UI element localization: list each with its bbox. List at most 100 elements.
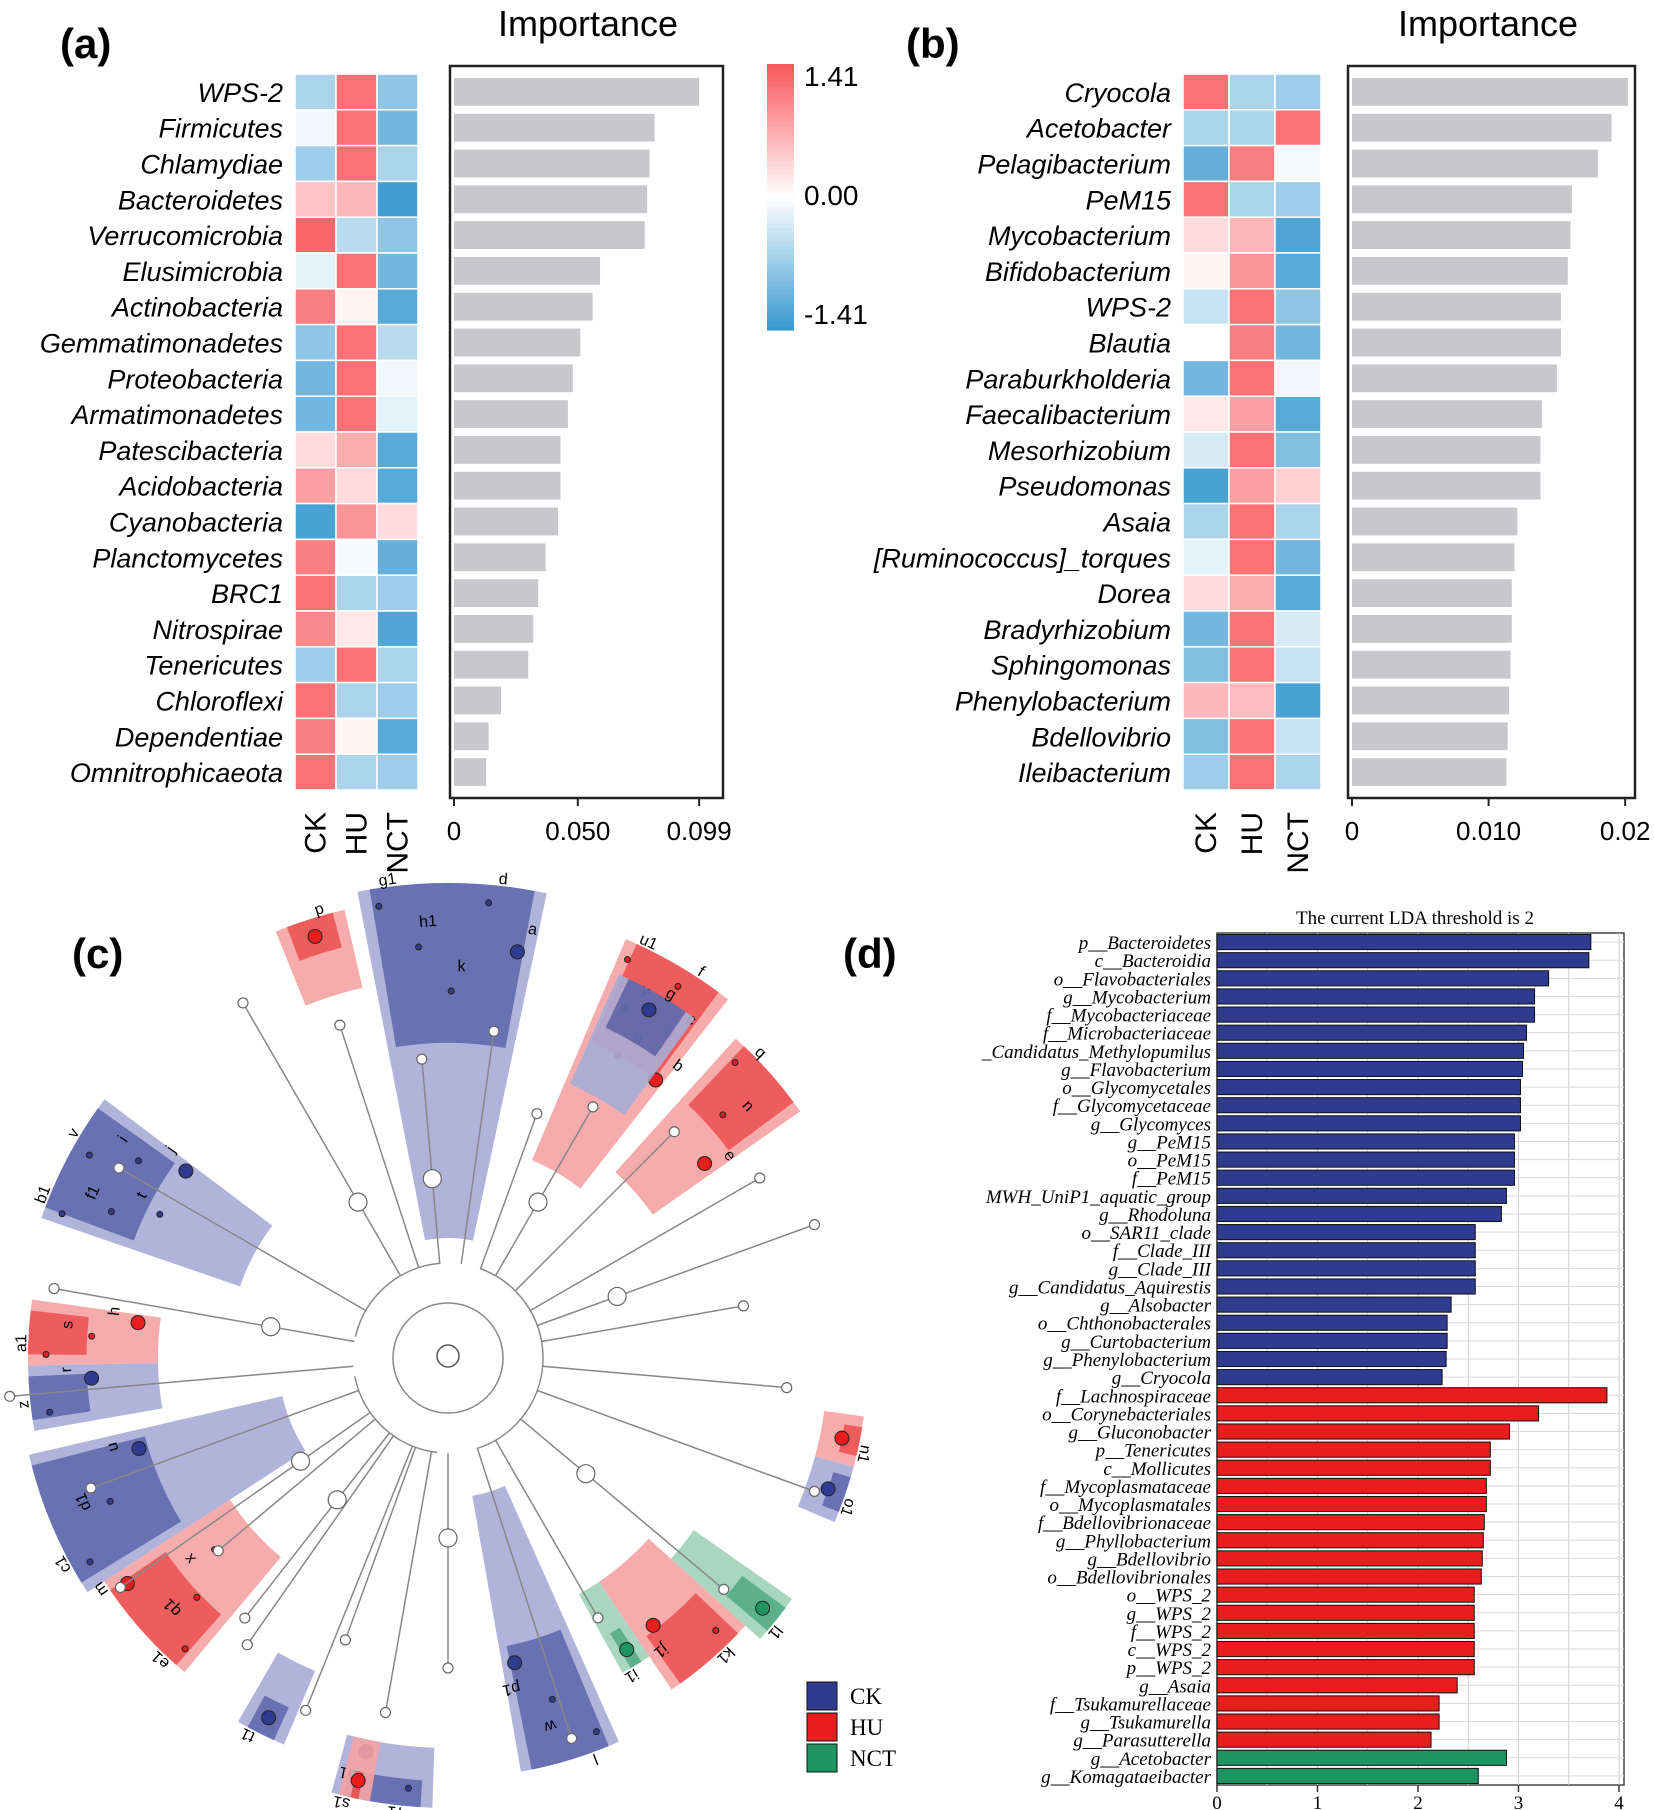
tree-leaf-node	[339, 1634, 351, 1646]
clade-label-z: z	[15, 1399, 33, 1409]
x-tick-label: 0.02	[1600, 816, 1651, 846]
importance-bar	[454, 758, 487, 786]
tree-branch	[53, 1287, 355, 1343]
heatmap-cell	[335, 395, 378, 433]
taxon-label: Patescibacteria	[98, 436, 283, 466]
tree-leaf-node	[113, 1162, 125, 1174]
lda-bar-label: g__Rhodoluna	[1099, 1205, 1211, 1226]
lda-bar-o-corynebacteriales	[1216, 1405, 1540, 1422]
heatmap-cell	[294, 610, 337, 648]
clade-inner-sector	[605, 978, 686, 1057]
heatmap-cell	[1228, 180, 1276, 218]
colorbar-segment	[767, 108, 794, 114]
panel-a: (a) Importance WPS-2 Firmicutes Chlamydiae…	[40, 3, 868, 874]
lda-bar-label: o__Chthonobacterales	[1038, 1314, 1211, 1335]
clade-node	[592, 1728, 600, 1736]
panel-d-title: The current LDA threshold is 2	[1296, 908, 1534, 929]
tree-branch	[339, 1024, 420, 1268]
clade-node	[130, 1315, 146, 1331]
x-tick-label: 0	[1212, 1793, 1222, 1810]
panel-c-label: (c)	[72, 930, 123, 977]
tree-branch	[529, 1177, 761, 1312]
lda-bar-g-rhodoluna	[1216, 1205, 1502, 1223]
heatmap-cell	[1182, 395, 1230, 433]
colorbar-segment	[767, 263, 794, 269]
lda-bar-o-sar11-clade	[1216, 1224, 1476, 1241]
heatmap-cell	[294, 252, 337, 290]
lda-bar-g-bdellovibrio	[1216, 1550, 1483, 1567]
tree-leaf-node	[668, 1126, 680, 1138]
lda-bar-g-gluconobacter	[1216, 1423, 1510, 1440]
heatmap-cell	[1274, 73, 1322, 111]
tree-leaf-node	[592, 1612, 604, 1624]
colorbar-segment	[767, 183, 794, 189]
heatmap-cell	[1182, 574, 1230, 612]
heatmap-cell	[376, 288, 419, 326]
panel-b-x-ticks: 0 0.010 0.02	[1345, 798, 1651, 846]
heatmap-cell	[1182, 431, 1230, 469]
importance-bar	[454, 292, 593, 321]
heatmap-cell	[1274, 359, 1322, 397]
tree-internal-node	[576, 1464, 596, 1484]
lda-bar-label: f__Clade_III	[1113, 1241, 1213, 1262]
clade-label-a1: a1	[13, 1334, 30, 1352]
heatmap-cell	[1228, 395, 1276, 433]
lda-bar-o-glycomycetales	[1216, 1079, 1521, 1096]
heatmap-cell	[376, 538, 419, 576]
x-tick-label: 0.099	[667, 816, 732, 846]
heatmap-column-label: HU	[1236, 812, 1269, 855]
clade-node	[485, 899, 493, 907]
clade-node	[350, 1773, 366, 1789]
colorbar-segment	[767, 130, 794, 136]
lda-bar-g-phenylobacterium	[1216, 1350, 1447, 1368]
colorbar-segment	[767, 121, 794, 127]
x-tick-label: 3	[1514, 1793, 1524, 1810]
lda-bar-p-tenericutes	[1216, 1441, 1491, 1458]
taxon-label: Sphingomonas	[991, 651, 1171, 681]
clade-node	[88, 1332, 96, 1340]
tree-branch	[520, 1418, 725, 1590]
tree-leaf-node	[808, 1219, 821, 1231]
tree-leaf-node	[85, 1482, 97, 1494]
colorbar-segment	[767, 86, 794, 92]
x-tick-label: 2	[1413, 1793, 1423, 1810]
heatmap-cell	[1182, 180, 1230, 218]
lda-bar-label: f__Microbacteriaceae	[1043, 1024, 1211, 1045]
lda-bar-g-alsobacter	[1216, 1296, 1452, 1313]
importance-bar	[1352, 471, 1541, 500]
lda-bar-label: o__Corynebacteriales	[1042, 1404, 1211, 1425]
heatmap-column-label: NCT	[382, 812, 415, 874]
tree-branch	[514, 1131, 675, 1292]
lda-bar-label: g__Phenylobacterium	[1043, 1350, 1211, 1371]
colorbar-tick-label: 1.41	[804, 61, 859, 92]
lda-bar-label: f__Glycomycetaceae	[1053, 1096, 1211, 1117]
colorbar-segment	[767, 272, 794, 278]
lda-bar-label: c__Bacteroidia	[1095, 951, 1211, 972]
heatmap-cell	[376, 252, 419, 290]
importance-bar	[454, 149, 650, 178]
colorbar-segment	[767, 134, 794, 140]
clade-label-w: w	[542, 1715, 559, 1735]
heatmap-cell	[1228, 646, 1276, 684]
taxon-label: Verrucomicrobia	[87, 221, 283, 251]
clade-label-o1: o1	[837, 1496, 859, 1518]
tree-leaf-node	[416, 1053, 428, 1065]
lda-bar-g-candidatus-aquirestis	[1216, 1278, 1476, 1295]
clade-node	[509, 944, 525, 960]
importance-bar	[454, 579, 539, 607]
colorbar-segment	[767, 81, 794, 87]
clade-node	[193, 1593, 201, 1601]
importance-bar	[454, 686, 502, 715]
heatmap-cell	[1182, 252, 1230, 290]
tree-internal-node	[528, 1192, 548, 1212]
tree-internal-node	[348, 1192, 368, 1212]
importance-bar	[1352, 78, 1628, 106]
tree-branch	[479, 1113, 538, 1269]
clade-label-d: d	[498, 871, 508, 889]
heatmap-cell	[1228, 216, 1276, 254]
panel-a-importance-bars	[454, 78, 700, 786]
lda-bar-label: f__Tsukamurellaceae	[1050, 1694, 1211, 1715]
lda-bar-label: g__Asaia	[1139, 1676, 1211, 1697]
tree-leaf-node	[781, 1382, 793, 1394]
panel-a-taxon-labels: WPS-2 Firmicutes Chlamydiae Bacteroidetes Ve…	[40, 78, 284, 788]
